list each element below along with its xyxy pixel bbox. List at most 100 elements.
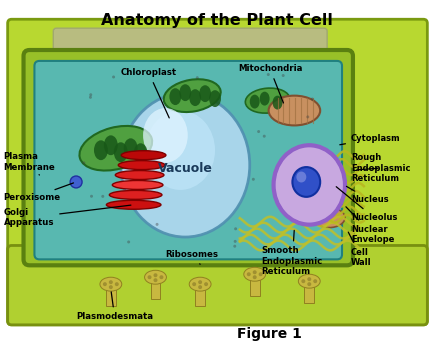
Ellipse shape bbox=[296, 172, 306, 183]
Text: Smooth
Endoplasmic
Reticulum: Smooth Endoplasmic Reticulum bbox=[261, 230, 322, 276]
Bar bbox=[249, 274, 259, 296]
Ellipse shape bbox=[94, 140, 108, 160]
Ellipse shape bbox=[100, 277, 122, 291]
Ellipse shape bbox=[147, 275, 151, 279]
Text: Plasma
Membrane: Plasma Membrane bbox=[3, 152, 55, 175]
Ellipse shape bbox=[268, 96, 319, 125]
Ellipse shape bbox=[306, 115, 309, 119]
FancyBboxPatch shape bbox=[23, 50, 352, 265]
Ellipse shape bbox=[109, 190, 161, 199]
Ellipse shape bbox=[310, 98, 313, 100]
Ellipse shape bbox=[233, 227, 237, 230]
FancyBboxPatch shape bbox=[34, 61, 341, 260]
Ellipse shape bbox=[252, 270, 256, 274]
Ellipse shape bbox=[89, 93, 92, 96]
Ellipse shape bbox=[108, 280, 112, 284]
Ellipse shape bbox=[243, 267, 265, 281]
Ellipse shape bbox=[189, 277, 210, 291]
Ellipse shape bbox=[320, 194, 323, 197]
Ellipse shape bbox=[118, 161, 164, 169]
Ellipse shape bbox=[273, 145, 344, 225]
Ellipse shape bbox=[101, 195, 104, 198]
Ellipse shape bbox=[155, 223, 158, 226]
Ellipse shape bbox=[144, 270, 166, 284]
Ellipse shape bbox=[198, 280, 202, 284]
Ellipse shape bbox=[298, 274, 319, 288]
Ellipse shape bbox=[199, 85, 210, 102]
Ellipse shape bbox=[112, 75, 115, 78]
Ellipse shape bbox=[233, 245, 236, 248]
Ellipse shape bbox=[209, 90, 220, 107]
Ellipse shape bbox=[192, 282, 196, 286]
Ellipse shape bbox=[306, 277, 311, 281]
Bar bbox=[304, 281, 313, 303]
Ellipse shape bbox=[121, 151, 165, 159]
Ellipse shape bbox=[103, 282, 107, 286]
Ellipse shape bbox=[89, 96, 92, 99]
Bar bbox=[105, 284, 115, 306]
Text: Plasmodesmata: Plasmodesmata bbox=[76, 292, 153, 321]
Ellipse shape bbox=[281, 74, 284, 77]
Ellipse shape bbox=[153, 273, 157, 277]
Text: Mitochondria: Mitochondria bbox=[237, 64, 302, 103]
Bar bbox=[150, 277, 160, 299]
FancyBboxPatch shape bbox=[8, 246, 426, 325]
Ellipse shape bbox=[266, 73, 269, 76]
Text: Ribosomes: Ribosomes bbox=[165, 250, 218, 264]
Ellipse shape bbox=[108, 285, 112, 289]
Ellipse shape bbox=[163, 79, 220, 112]
Text: Rough
Endoplasmic
Reticulum: Rough Endoplasmic Reticulum bbox=[350, 153, 410, 183]
Ellipse shape bbox=[204, 282, 207, 286]
Ellipse shape bbox=[112, 180, 163, 189]
Ellipse shape bbox=[127, 240, 130, 244]
Ellipse shape bbox=[312, 208, 344, 227]
FancyBboxPatch shape bbox=[53, 28, 326, 66]
Ellipse shape bbox=[292, 167, 319, 197]
Text: Peroxisome: Peroxisome bbox=[3, 183, 73, 202]
Ellipse shape bbox=[82, 161, 85, 164]
Ellipse shape bbox=[189, 89, 201, 106]
Ellipse shape bbox=[306, 282, 311, 286]
Ellipse shape bbox=[262, 135, 265, 138]
Ellipse shape bbox=[121, 93, 249, 237]
Text: Golgi
Apparatus: Golgi Apparatus bbox=[3, 205, 131, 227]
Text: Nucleus: Nucleus bbox=[345, 186, 388, 204]
Ellipse shape bbox=[90, 195, 93, 198]
Ellipse shape bbox=[198, 285, 202, 289]
Ellipse shape bbox=[115, 171, 164, 179]
Ellipse shape bbox=[123, 138, 137, 158]
Ellipse shape bbox=[104, 135, 118, 155]
Ellipse shape bbox=[329, 168, 332, 171]
Ellipse shape bbox=[169, 88, 181, 105]
Ellipse shape bbox=[79, 126, 152, 171]
Ellipse shape bbox=[115, 282, 118, 286]
Ellipse shape bbox=[246, 272, 250, 276]
Ellipse shape bbox=[70, 176, 82, 188]
Ellipse shape bbox=[245, 88, 289, 113]
Ellipse shape bbox=[301, 279, 305, 283]
Ellipse shape bbox=[274, 174, 276, 177]
Ellipse shape bbox=[252, 275, 256, 279]
Ellipse shape bbox=[106, 200, 161, 209]
Ellipse shape bbox=[133, 143, 147, 163]
Ellipse shape bbox=[114, 142, 128, 162]
Ellipse shape bbox=[153, 278, 157, 282]
Ellipse shape bbox=[258, 272, 262, 276]
Ellipse shape bbox=[251, 178, 254, 181]
Text: Vacuole: Vacuole bbox=[158, 162, 212, 174]
Ellipse shape bbox=[233, 240, 236, 243]
Ellipse shape bbox=[145, 110, 214, 190]
Text: Figure 1: Figure 1 bbox=[237, 327, 301, 341]
Bar bbox=[195, 284, 204, 306]
Text: Anatomy of the Plant Cell: Anatomy of the Plant Cell bbox=[101, 13, 332, 28]
FancyBboxPatch shape bbox=[8, 19, 426, 325]
Ellipse shape bbox=[195, 76, 198, 79]
Text: Nucleolus: Nucleolus bbox=[335, 187, 396, 222]
Ellipse shape bbox=[249, 95, 259, 109]
Text: Chloroplast: Chloroplast bbox=[121, 68, 177, 118]
Text: Cell
Wall: Cell Wall bbox=[348, 232, 371, 267]
Ellipse shape bbox=[272, 96, 282, 110]
Ellipse shape bbox=[312, 279, 316, 283]
Ellipse shape bbox=[159, 275, 163, 279]
Ellipse shape bbox=[143, 108, 187, 163]
